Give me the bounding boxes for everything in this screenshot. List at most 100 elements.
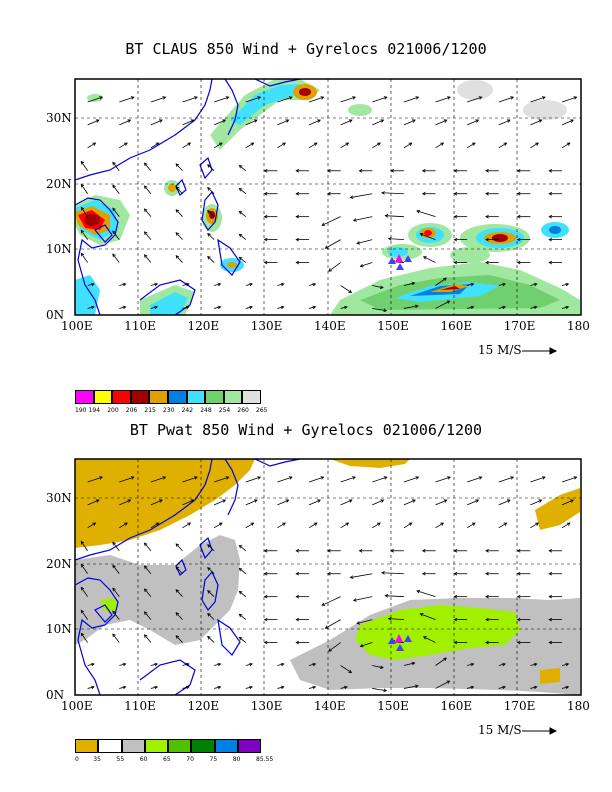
wind-vector-head: [317, 119, 321, 123]
wind-vector-head: [280, 305, 285, 310]
wind-vector: [112, 253, 120, 263]
wind-vector-head: [312, 685, 317, 690]
wind-vector: [403, 499, 416, 506]
wind-vector-head: [381, 191, 385, 195]
wind-vector-head: [383, 476, 388, 480]
wind-vector: [119, 142, 128, 149]
colorbar-swatch: [121, 739, 145, 753]
wind-vector-head: [533, 685, 538, 690]
wind-vector-head: [381, 571, 385, 575]
wind-vector: [423, 636, 436, 643]
wind-vector-head: [280, 662, 285, 667]
wind-vector-head: [320, 96, 325, 100]
panel2-title: BT Pwat 850 Wind + Gyrelocs 021006/1200: [129, 421, 483, 439]
wind-vector-head: [453, 260, 458, 265]
wind-vector: [372, 476, 387, 483]
wind-vector: [353, 216, 373, 221]
panel2-plot: [75, 459, 581, 695]
wind-vector: [150, 306, 158, 309]
colorbar-label: 65: [163, 756, 171, 763]
wind-vector-head: [541, 476, 546, 480]
wind-vector-head: [154, 282, 159, 287]
wind-vector-head: [352, 598, 357, 602]
wind-vector: [207, 164, 215, 172]
wind-vector-head: [238, 613, 243, 618]
wind-vector-head: [566, 142, 571, 146]
wind-vector-head: [443, 277, 447, 281]
panel2-grid: [75, 459, 581, 695]
wind-vector-head: [92, 142, 97, 146]
wind-vector-head: [155, 522, 160, 526]
wind-vector: [435, 522, 444, 529]
wind-vector-head: [349, 575, 354, 579]
wind-vector-head: [175, 635, 180, 639]
wind-vector: [112, 542, 120, 552]
wind-vector: [207, 210, 215, 217]
wind-vector-head: [217, 662, 222, 667]
wind-vector: [214, 686, 221, 689]
wind-vector: [144, 208, 152, 217]
wind-vector-head: [122, 662, 127, 667]
wind-vector: [245, 663, 253, 666]
wind-vector-head: [359, 263, 364, 268]
wind-vector: [150, 663, 158, 666]
wind-vector-head: [345, 142, 350, 146]
wind-vector: [182, 283, 190, 286]
panel2-scale-label: 15 M/S: [478, 723, 522, 737]
x-tick-label: 170E: [503, 319, 536, 333]
wind-vector-head: [194, 96, 198, 100]
wind-vector-head: [573, 96, 578, 100]
wind-vector-head: [349, 195, 354, 199]
wind-vector: [435, 476, 451, 483]
wind-vector-head: [387, 237, 392, 241]
wind-vector-head: [440, 142, 445, 146]
wind-vector: [420, 613, 436, 620]
wind-vector: [403, 476, 419, 483]
wind-vector-head: [238, 590, 243, 595]
panel1-cloud-field: [75, 79, 580, 315]
wind-vector: [530, 119, 542, 126]
wind-vector-head: [422, 256, 427, 260]
wind-vector-head: [352, 218, 357, 222]
y-tick-label: 0N: [46, 308, 65, 322]
wind-vector: [213, 499, 226, 506]
wind-vector-head: [218, 142, 223, 146]
wind-vector-head: [122, 305, 127, 310]
wind-vector: [350, 573, 373, 578]
x-tick-label: 160E: [440, 319, 473, 333]
wind-vector: [423, 256, 436, 263]
wind-vector: [175, 232, 183, 240]
wind-vector: [328, 642, 341, 652]
x-tick-label: 130E: [250, 319, 283, 333]
wind-vector-head: [380, 119, 385, 123]
wind-vector-head: [380, 285, 384, 289]
wind-vector-head: [143, 231, 148, 235]
wind-vector: [498, 476, 514, 483]
wind-vector-head: [263, 168, 268, 173]
wind-vector-head: [475, 119, 480, 123]
wind-vector-head: [127, 119, 132, 123]
wind-vector-head: [453, 571, 458, 576]
wind-vector-head: [250, 522, 255, 526]
wind-vector: [175, 566, 183, 574]
wind-vector: [435, 657, 447, 666]
wind-vector-head: [175, 566, 180, 570]
panel2-coastlines: [75, 459, 301, 695]
wind-vector: [530, 306, 537, 309]
wind-vector: [561, 96, 577, 103]
wind-vector-head: [548, 260, 553, 265]
colorbar-label: 200: [107, 407, 119, 414]
wind-vector: [175, 635, 183, 643]
y-tick-label: 20N: [46, 556, 72, 571]
wind-vector: [80, 587, 88, 597]
wind-vector-head: [143, 162, 148, 167]
wind-vector: [530, 142, 539, 149]
wind-vector: [308, 96, 324, 103]
wind-vector: [277, 306, 284, 309]
colorbar-label: 0: [75, 756, 79, 763]
x-tick-label: 160E: [440, 699, 473, 713]
wind-vector-head: [91, 282, 95, 287]
wind-vector: [245, 96, 261, 103]
wind-vector-head: [91, 305, 95, 310]
wind-vector: [277, 663, 284, 666]
